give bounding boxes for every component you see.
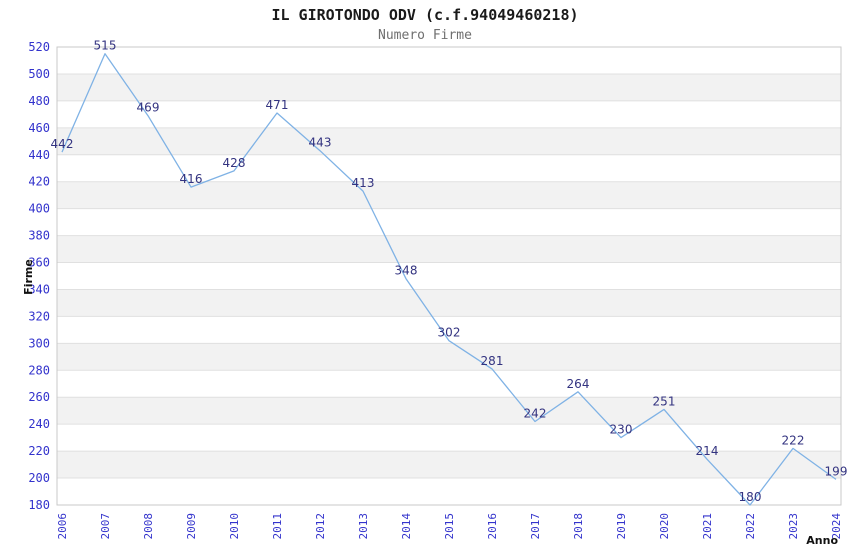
y-tick-label: 440 <box>28 148 50 162</box>
x-tick-label: 2019 <box>615 513 628 540</box>
y-axis-title: Firme <box>22 259 35 295</box>
x-tick-label: 2012 <box>314 513 327 540</box>
data-label: 180 <box>739 490 762 504</box>
grid-band <box>57 289 841 317</box>
data-label: 348 <box>395 264 418 278</box>
plot-border <box>56 46 842 506</box>
y-tick-label: 180 <box>28 498 50 512</box>
x-tick-label: 2008 <box>142 513 155 540</box>
x-tick-label: 2009 <box>185 513 198 540</box>
grid-band <box>57 451 841 479</box>
data-label: 442 <box>51 137 74 151</box>
y-tick-label: 500 <box>28 67 50 81</box>
x-tick-label: 2023 <box>787 513 800 540</box>
data-label: 443 <box>309 136 332 150</box>
x-axis-title: Anno <box>806 534 838 547</box>
y-tick-label: 300 <box>28 336 50 350</box>
y-tick-label: 520 <box>28 40 50 54</box>
data-label: 281 <box>481 354 504 368</box>
y-tick-label: 340 <box>28 282 50 296</box>
grid-band <box>57 181 841 209</box>
data-label: 199 <box>825 464 848 478</box>
y-tick-label: 380 <box>28 229 50 243</box>
y-tick-label: 460 <box>28 121 50 135</box>
grid-band <box>57 343 841 371</box>
data-label: 515 <box>94 39 117 53</box>
y-tick-label: 420 <box>28 175 50 189</box>
chart-title: IL GIROTONDO ODV (c.f.94049460218) <box>271 6 579 24</box>
y-tick-label: 360 <box>28 256 50 270</box>
data-label: 251 <box>653 394 676 408</box>
data-label: 428 <box>223 156 246 170</box>
x-tick-label: 2016 <box>486 513 499 540</box>
x-tick-label: 2015 <box>443 513 456 540</box>
series-line <box>61 53 837 506</box>
y-tick-label: 400 <box>28 202 50 216</box>
grid-band <box>57 235 841 263</box>
x-tick-label: 2017 <box>529 513 542 540</box>
x-tick-label: 2018 <box>572 513 585 540</box>
x-tick-label: 2010 <box>228 513 241 540</box>
y-tick-label: 320 <box>28 309 50 323</box>
data-label: 230 <box>610 423 633 437</box>
y-tick-label: 480 <box>28 94 50 108</box>
x-tick-label: 2011 <box>271 513 284 540</box>
data-label: 471 <box>266 98 289 112</box>
data-label: 302 <box>438 326 461 340</box>
grid-band <box>57 73 841 101</box>
data-label: 214 <box>696 444 719 458</box>
data-label: 416 <box>180 172 203 186</box>
x-tick-label: 2020 <box>658 513 671 540</box>
data-label: 469 <box>137 101 160 115</box>
y-tick-label: 240 <box>28 417 50 431</box>
grid-band <box>57 127 841 155</box>
x-tick-label: 2024 <box>830 513 843 540</box>
data-label: 222 <box>782 433 805 447</box>
chart-subtitle: Numero Firme <box>378 28 472 43</box>
x-tick-label: 2013 <box>357 513 370 540</box>
x-tick-label: 2014 <box>400 513 413 540</box>
y-tick-label: 200 <box>28 471 50 485</box>
grid-band <box>57 397 841 425</box>
x-tick-label: 2022 <box>744 513 757 540</box>
y-tick-label: 220 <box>28 444 50 458</box>
data-label: 242 <box>524 407 547 421</box>
x-tick-label: 2006 <box>56 513 69 540</box>
x-tick-label: 2021 <box>701 513 714 540</box>
data-label: 264 <box>567 377 590 391</box>
y-tick-label: 260 <box>28 390 50 404</box>
data-label: 413 <box>352 176 375 190</box>
y-tick-label: 280 <box>28 363 50 377</box>
x-tick-label: 2007 <box>99 513 112 540</box>
